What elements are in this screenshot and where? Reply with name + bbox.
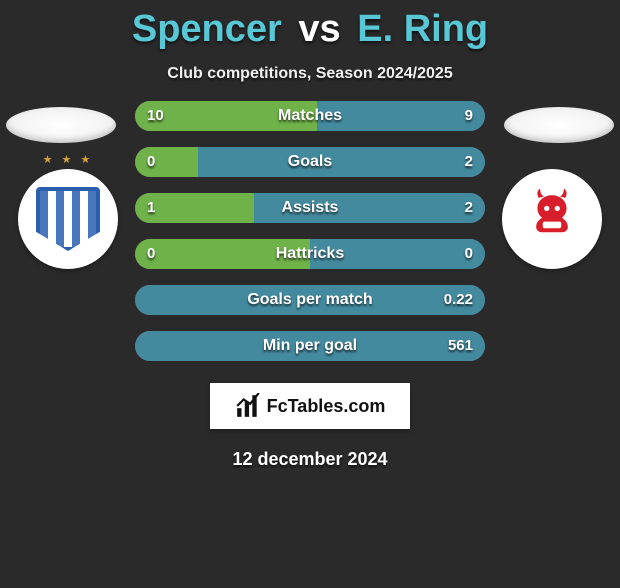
subtitle: Club competitions, Season 2024/2025: [0, 65, 620, 83]
vs-label: vs: [298, 8, 340, 50]
imp-icon: [519, 186, 585, 252]
stat-row: Matches10 9: [135, 101, 485, 131]
player1-name: Spencer: [132, 8, 282, 50]
stat-label: Goals: [135, 147, 485, 177]
stat-row: Goals0 2: [135, 147, 485, 177]
date-label: 12 december 2024: [0, 449, 620, 470]
stat-value-left: 1: [147, 193, 155, 223]
stat-value-left: 0: [147, 239, 155, 269]
chart-icon: [235, 393, 261, 419]
stat-value-right: 0: [465, 239, 473, 269]
stat-label: Hattricks: [135, 239, 485, 269]
stat-label: Matches: [135, 101, 485, 131]
stat-row: Min per goal561: [135, 331, 485, 361]
stat-label: Assists: [135, 193, 485, 223]
flag-left: [6, 107, 116, 143]
stat-value-left: 10: [147, 101, 164, 131]
branding-text: FcTables.com: [267, 396, 386, 417]
stat-row: Assists1 2: [135, 193, 485, 223]
page-title: Spencer vs E. Ring: [0, 8, 620, 51]
stat-value-right: 9: [465, 101, 473, 131]
lincoln-crest: [502, 169, 602, 269]
stat-label: Min per goal: [135, 331, 485, 361]
stat-value-left: 0: [147, 147, 155, 177]
stat-value-right: 2: [465, 193, 473, 223]
stat-row: Hattricks0 0: [135, 239, 485, 269]
stat-bars: Matches109Goals02Assists12Hattricks00Goa…: [135, 101, 485, 377]
huddersfield-crest: ★ ★ ★: [18, 169, 118, 269]
stat-value-right: 561: [448, 331, 473, 361]
stat-value-right: 0.22: [444, 285, 473, 315]
flag-right: [504, 107, 614, 143]
player2-name: E. Ring: [357, 8, 488, 50]
stat-label: Goals per match: [135, 285, 485, 315]
crest-stars-icon: ★ ★ ★: [18, 153, 118, 166]
stat-row: Goals per match0.22: [135, 285, 485, 315]
branding-badge: FcTables.com: [210, 383, 410, 429]
stat-value-right: 2: [465, 147, 473, 177]
